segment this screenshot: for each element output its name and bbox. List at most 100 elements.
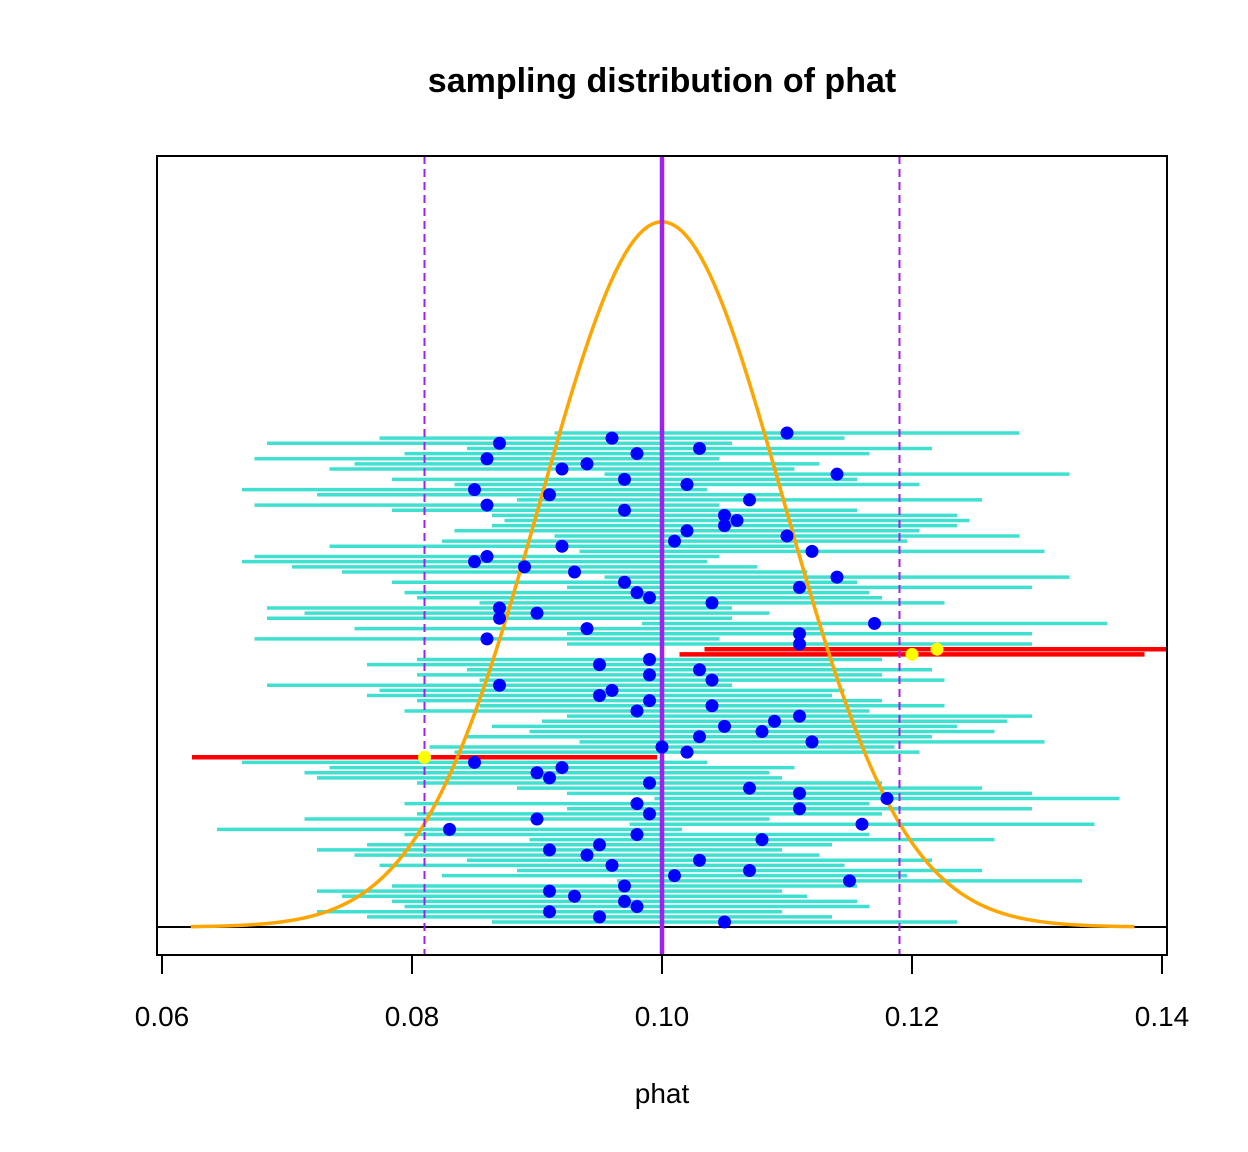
phat-point [618, 575, 631, 589]
chart-title: sampling distribution of phat [428, 62, 896, 100]
phat-point [480, 632, 494, 646]
phat-point [618, 879, 631, 893]
phat-point [793, 637, 806, 651]
phat-point [443, 822, 456, 836]
phat-point [793, 802, 806, 816]
phat-point [643, 776, 656, 790]
phat-point [843, 874, 856, 888]
phat-point [643, 591, 656, 605]
phat-point [555, 761, 569, 775]
phat-point [668, 869, 681, 883]
phat-point [743, 781, 756, 795]
phat-point [705, 673, 719, 687]
phat-point [830, 570, 844, 584]
phat-point [593, 838, 606, 852]
phat-point [718, 915, 731, 929]
phat-point [768, 714, 781, 728]
phat-point [593, 910, 606, 924]
phat-point [468, 555, 481, 569]
phat-point [805, 544, 819, 558]
phat-point [530, 812, 544, 826]
phat-point [518, 560, 531, 574]
phat-point [543, 905, 556, 919]
phat-point [580, 622, 594, 636]
phat-point [493, 611, 506, 625]
phat-point [468, 483, 481, 497]
phat-point [605, 858, 619, 872]
phat-point [630, 900, 644, 914]
phat-point [530, 606, 544, 620]
phat-point [755, 833, 769, 847]
phat-point [480, 452, 494, 466]
phat-point [630, 704, 644, 718]
phat-point [630, 797, 644, 811]
phat-point [805, 735, 819, 749]
phat-point [630, 586, 644, 600]
phat-point [543, 843, 556, 857]
phat-point [693, 730, 706, 744]
phat-point [568, 565, 581, 579]
phat-point [618, 503, 631, 517]
phat-point [718, 719, 731, 733]
phat-point [730, 514, 744, 528]
x-tick-label: 0.06 [135, 1001, 190, 1032]
phat-point [530, 766, 544, 780]
phat-point-missing [930, 642, 944, 656]
phat-point [655, 740, 669, 754]
phat-point-missing [418, 750, 431, 764]
phat-point [780, 426, 794, 440]
phat-point [643, 668, 656, 682]
phat-point [793, 786, 806, 800]
phat-point [593, 658, 606, 672]
phat-point [830, 467, 844, 481]
phat-point [718, 508, 731, 522]
phat-point [643, 807, 656, 821]
phat-point [543, 884, 556, 898]
x-axis: 0.06 0.08 0.10 0.12 0.14 [135, 954, 1190, 1032]
phat-point [618, 472, 631, 486]
phat-point [793, 709, 806, 723]
phat-point [568, 889, 581, 903]
x-tick-label: 0.08 [385, 1001, 440, 1032]
phat-point [693, 853, 706, 867]
phat-point [755, 725, 769, 739]
phat-point [680, 524, 694, 538]
phat-point [555, 462, 569, 476]
x-axis-label: phat [635, 1078, 690, 1109]
phat-point [493, 601, 506, 615]
phat-point [605, 683, 619, 697]
phat-point [793, 627, 806, 641]
phat-point [580, 848, 594, 862]
phat-point [630, 827, 644, 841]
phat-point [668, 534, 681, 548]
phat-point [543, 488, 556, 502]
phat-point [680, 745, 694, 759]
phat-point [693, 663, 706, 677]
phat-point [555, 539, 569, 553]
phat-point [743, 493, 756, 507]
phat-point [493, 436, 506, 450]
phat-point [543, 771, 556, 785]
phat-point [643, 652, 656, 666]
phat-point [618, 894, 631, 908]
phat-point [855, 817, 869, 831]
phat-point [705, 596, 719, 610]
phat-point [580, 457, 594, 471]
x-tick-label: 0.14 [1135, 1001, 1190, 1032]
phat-point [793, 580, 806, 594]
phat-point [705, 699, 719, 713]
x-tick-label: 0.10 [635, 1001, 690, 1032]
phat-point [743, 864, 756, 878]
phat-point [880, 791, 894, 805]
phat-point [680, 477, 694, 491]
x-tick-label: 0.12 [885, 1001, 940, 1032]
phat-point [593, 689, 606, 703]
phat-point [605, 431, 619, 445]
phat-point-missing [905, 647, 919, 661]
phat-point [868, 616, 881, 630]
phat-point [693, 441, 706, 455]
phat-point [480, 498, 494, 512]
phat-point [630, 447, 644, 461]
